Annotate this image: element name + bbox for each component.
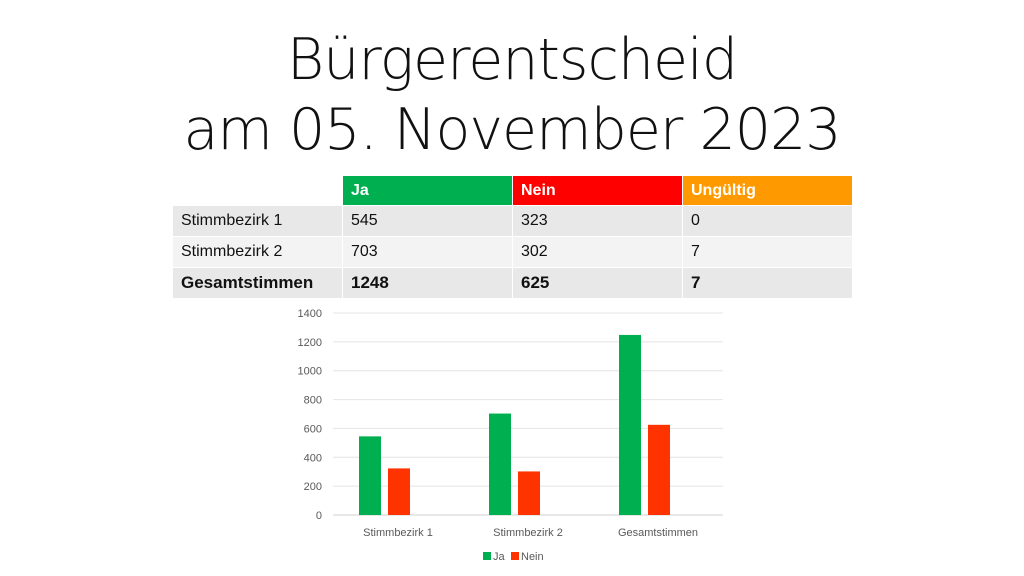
y-tick-label: 1200 <box>298 337 322 349</box>
cell-ungueltig: 7 <box>682 267 853 299</box>
row-label: Stimmbezirk 2 <box>172 236 343 268</box>
row-label: Gesamtstimmen <box>172 267 343 299</box>
header-empty <box>172 175 343 206</box>
y-tick-label: 400 <box>304 452 322 464</box>
y-tick-label: 600 <box>304 423 322 435</box>
bar-ja <box>359 436 381 515</box>
legend-swatch-nein <box>511 552 519 560</box>
x-tick-label: Stimmbezirk 2 <box>493 527 563 539</box>
bar-ja <box>489 413 511 515</box>
table-row-total: Gesamtstimmen 1248 625 7 <box>172 267 853 299</box>
row-label: Stimmbezirk 1 <box>172 205 343 237</box>
legend-label-ja: Ja <box>493 551 506 563</box>
x-tick-label: Gesamtstimmen <box>618 527 698 539</box>
y-tick-label: 0 <box>316 510 322 522</box>
header-ungueltig: Ungültig <box>682 175 853 206</box>
x-tick-label: Stimmbezirk 1 <box>363 527 433 539</box>
cell-nein: 302 <box>512 236 683 268</box>
y-tick-label: 800 <box>304 395 322 407</box>
bar-nein <box>648 424 670 515</box>
y-tick-label: 200 <box>304 481 322 493</box>
y-tick-label: 1400 <box>298 308 322 320</box>
cell-nein: 625 <box>512 267 683 299</box>
legend-swatch-ja <box>483 552 491 560</box>
bar-ja <box>619 334 641 515</box>
cell-nein: 323 <box>512 205 683 237</box>
bar-nein <box>518 471 540 515</box>
table-row: Stimmbezirk 2 703 302 7 <box>172 236 853 268</box>
table-header-row: Ja Nein Ungültig <box>172 175 853 206</box>
slide-title-line1: Bürgerentscheid <box>286 27 738 93</box>
y-tick-label: 1000 <box>298 366 322 378</box>
table-row: Stimmbezirk 1 545 323 0 <box>172 205 853 237</box>
legend-label-nein: Nein <box>521 551 544 563</box>
cell-ja: 703 <box>342 236 513 268</box>
cell-ja: 545 <box>342 205 513 237</box>
bar-nein <box>388 468 410 515</box>
slide-title-line2: am 05. November 2023 <box>183 97 841 163</box>
results-table: Ja Nein Ungültig Stimmbezirk 1 545 323 0… <box>172 175 853 299</box>
